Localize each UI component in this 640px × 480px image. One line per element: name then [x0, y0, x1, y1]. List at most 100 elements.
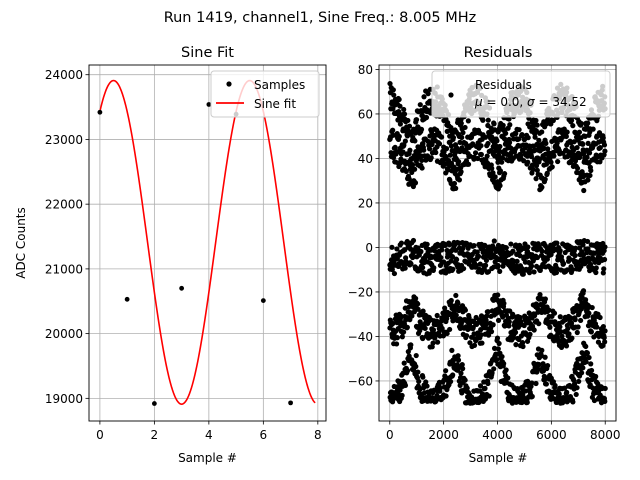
residual-point — [396, 96, 402, 103]
residual-point — [602, 385, 608, 392]
residual-point — [574, 144, 580, 151]
residual-point — [447, 152, 453, 158]
x-tick-label: 6 — [260, 428, 268, 442]
residual-point — [601, 142, 608, 148]
residual-point — [580, 365, 586, 371]
residuals-legend: Residuals μ = 0.0, σ = 34.52 — [431, 70, 611, 118]
residual-point — [458, 169, 464, 175]
residual-point — [394, 246, 400, 252]
residual-point — [554, 140, 560, 146]
residual-point — [435, 339, 441, 345]
residual-point — [543, 140, 549, 146]
y-tick-label: 21000 — [45, 262, 83, 276]
residual-point — [536, 137, 542, 143]
residual-point — [534, 167, 540, 173]
legend-residuals-stats: μ = 0.0, σ = 34.52 — [474, 95, 587, 109]
residual-point — [471, 342, 478, 348]
residual-point — [485, 140, 491, 147]
residual-point — [425, 91, 431, 97]
residual-point — [600, 270, 606, 276]
residual-point — [574, 385, 580, 391]
residual-point — [569, 335, 575, 341]
residual-point — [475, 155, 481, 162]
residual-point — [508, 241, 514, 247]
residual-point — [443, 393, 449, 399]
sine-fit-ticks: 0 2 4 6 8 19000 20000 21000 22000 23000 24000 — [45, 68, 322, 442]
x-tick-label: 0 — [386, 428, 394, 442]
residual-point — [455, 353, 461, 359]
residual-point — [397, 103, 403, 109]
residual-point — [594, 324, 600, 330]
residual-point — [426, 146, 433, 152]
residual-point — [460, 366, 466, 372]
residual-point — [528, 154, 535, 160]
residual-point — [387, 80, 393, 87]
x-tick-label: 4000 — [482, 428, 513, 442]
residual-point — [458, 370, 464, 376]
residual-point — [413, 295, 419, 302]
y-tick-label: 23000 — [45, 133, 83, 147]
legend-samples-label: Samples — [254, 78, 305, 92]
residual-point — [585, 177, 591, 183]
residual-point — [390, 320, 396, 327]
residual-point — [461, 265, 467, 272]
residual-point — [571, 139, 577, 145]
residual-point — [438, 134, 445, 140]
residual-point — [568, 315, 574, 321]
residual-point — [390, 106, 396, 112]
residual-point — [503, 130, 509, 136]
residual-point — [443, 146, 450, 152]
residual-point — [450, 266, 456, 272]
residual-point — [470, 324, 476, 331]
residual-point — [470, 141, 476, 147]
residual-point — [420, 335, 426, 342]
x-tick-label: 4 — [205, 428, 213, 442]
legend-samples-marker — [226, 81, 232, 87]
residual-point — [479, 391, 486, 397]
residual-point — [520, 271, 526, 277]
residual-point — [496, 340, 502, 347]
residual-point — [460, 130, 466, 136]
residual-point — [418, 126, 425, 133]
residual-point — [506, 139, 513, 146]
residual-point — [419, 165, 425, 171]
x-tick-label: 6000 — [536, 428, 567, 442]
residual-point — [455, 357, 462, 363]
residual-point — [499, 354, 505, 360]
residual-point — [393, 341, 400, 347]
residual-point — [438, 254, 444, 261]
residual-point — [451, 180, 458, 187]
residual-point — [430, 327, 437, 333]
residual-point — [402, 265, 408, 271]
residual-point — [500, 122, 506, 128]
residual-point — [525, 159, 531, 165]
residual-point — [497, 143, 503, 150]
sine-fit-panel: Sine Fit 0 2 4 6 8 19000 20000 21000 22000 23000 2… — [14, 45, 327, 465]
residual-point — [535, 366, 541, 372]
residual-point — [489, 165, 495, 171]
residual-point — [413, 117, 420, 123]
residual-point — [554, 240, 560, 246]
residuals-title: Residuals — [464, 45, 533, 61]
residual-point — [406, 123, 413, 129]
residual-point — [557, 247, 563, 254]
residual-point — [480, 117, 486, 123]
residual-point — [408, 342, 414, 348]
residual-point — [537, 291, 543, 298]
residual-point — [551, 310, 558, 316]
legend-residuals-label: Residuals — [475, 78, 532, 92]
residual-point — [409, 313, 415, 319]
residual-point — [514, 258, 520, 264]
residual-point — [416, 378, 422, 385]
residual-point — [401, 106, 407, 113]
residual-point — [510, 248, 516, 254]
residual-point — [441, 259, 447, 265]
legend-mu-symbol: μ — [474, 95, 483, 109]
residual-point — [484, 313, 490, 319]
residual-point — [478, 151, 484, 158]
residual-point — [495, 317, 502, 323]
residual-point — [523, 388, 529, 394]
residual-point — [602, 339, 608, 345]
residual-point — [459, 362, 465, 368]
residual-point — [489, 370, 495, 376]
